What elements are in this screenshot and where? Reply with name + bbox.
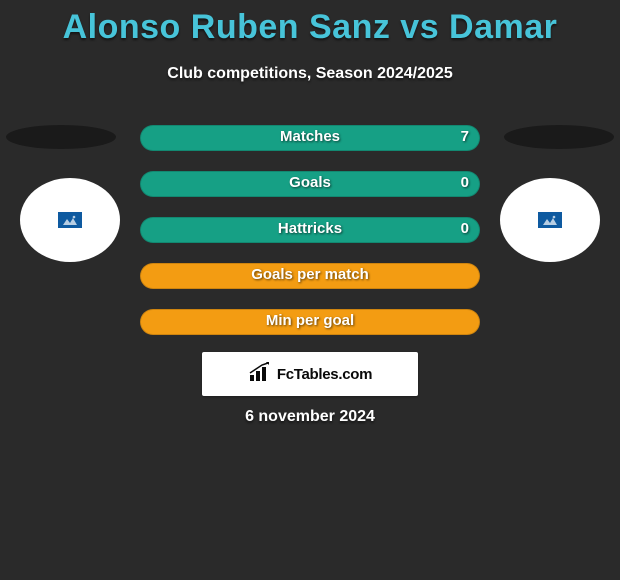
stats-comparison-card: Alonso Ruben Sanz vs Damar Club competit…: [0, 0, 620, 580]
logo-text: FcTables.com: [277, 366, 372, 383]
stat-label: Goals: [141, 174, 479, 191]
stat-row-min-per-goal: Min per goal: [140, 309, 480, 335]
logo-card: FcTables.com: [202, 352, 418, 396]
stat-rows: Matches 7 Goals 0 Hattricks 0 Goals per …: [140, 125, 480, 355]
stat-label: Min per goal: [141, 312, 479, 329]
stat-row-matches: Matches 7: [140, 125, 480, 151]
stat-label: Hattricks: [141, 220, 479, 237]
subtitle: Club competitions, Season 2024/2025: [0, 47, 620, 83]
avatar-placeholder-icon: [58, 212, 82, 228]
stat-value-right: 0: [461, 174, 469, 191]
page-title: Alonso Ruben Sanz vs Damar: [0, 0, 620, 47]
avatar-shadow-left: [6, 125, 116, 149]
stat-label: Goals per match: [141, 266, 479, 283]
stat-label: Matches: [141, 128, 479, 145]
player-avatar-left: [20, 178, 120, 262]
stat-row-hattricks: Hattricks 0: [140, 217, 480, 243]
avatar-placeholder-icon: [538, 212, 562, 228]
logo-chart-icon: [248, 361, 274, 388]
player-avatar-right: [500, 178, 600, 262]
date-text: 6 november 2024: [0, 408, 620, 426]
stat-row-goals-per-match: Goals per match: [140, 263, 480, 289]
stat-value-right: 0: [461, 220, 469, 237]
stat-row-goals: Goals 0: [140, 171, 480, 197]
avatar-shadow-right: [504, 125, 614, 149]
stat-value-right: 7: [461, 128, 469, 145]
